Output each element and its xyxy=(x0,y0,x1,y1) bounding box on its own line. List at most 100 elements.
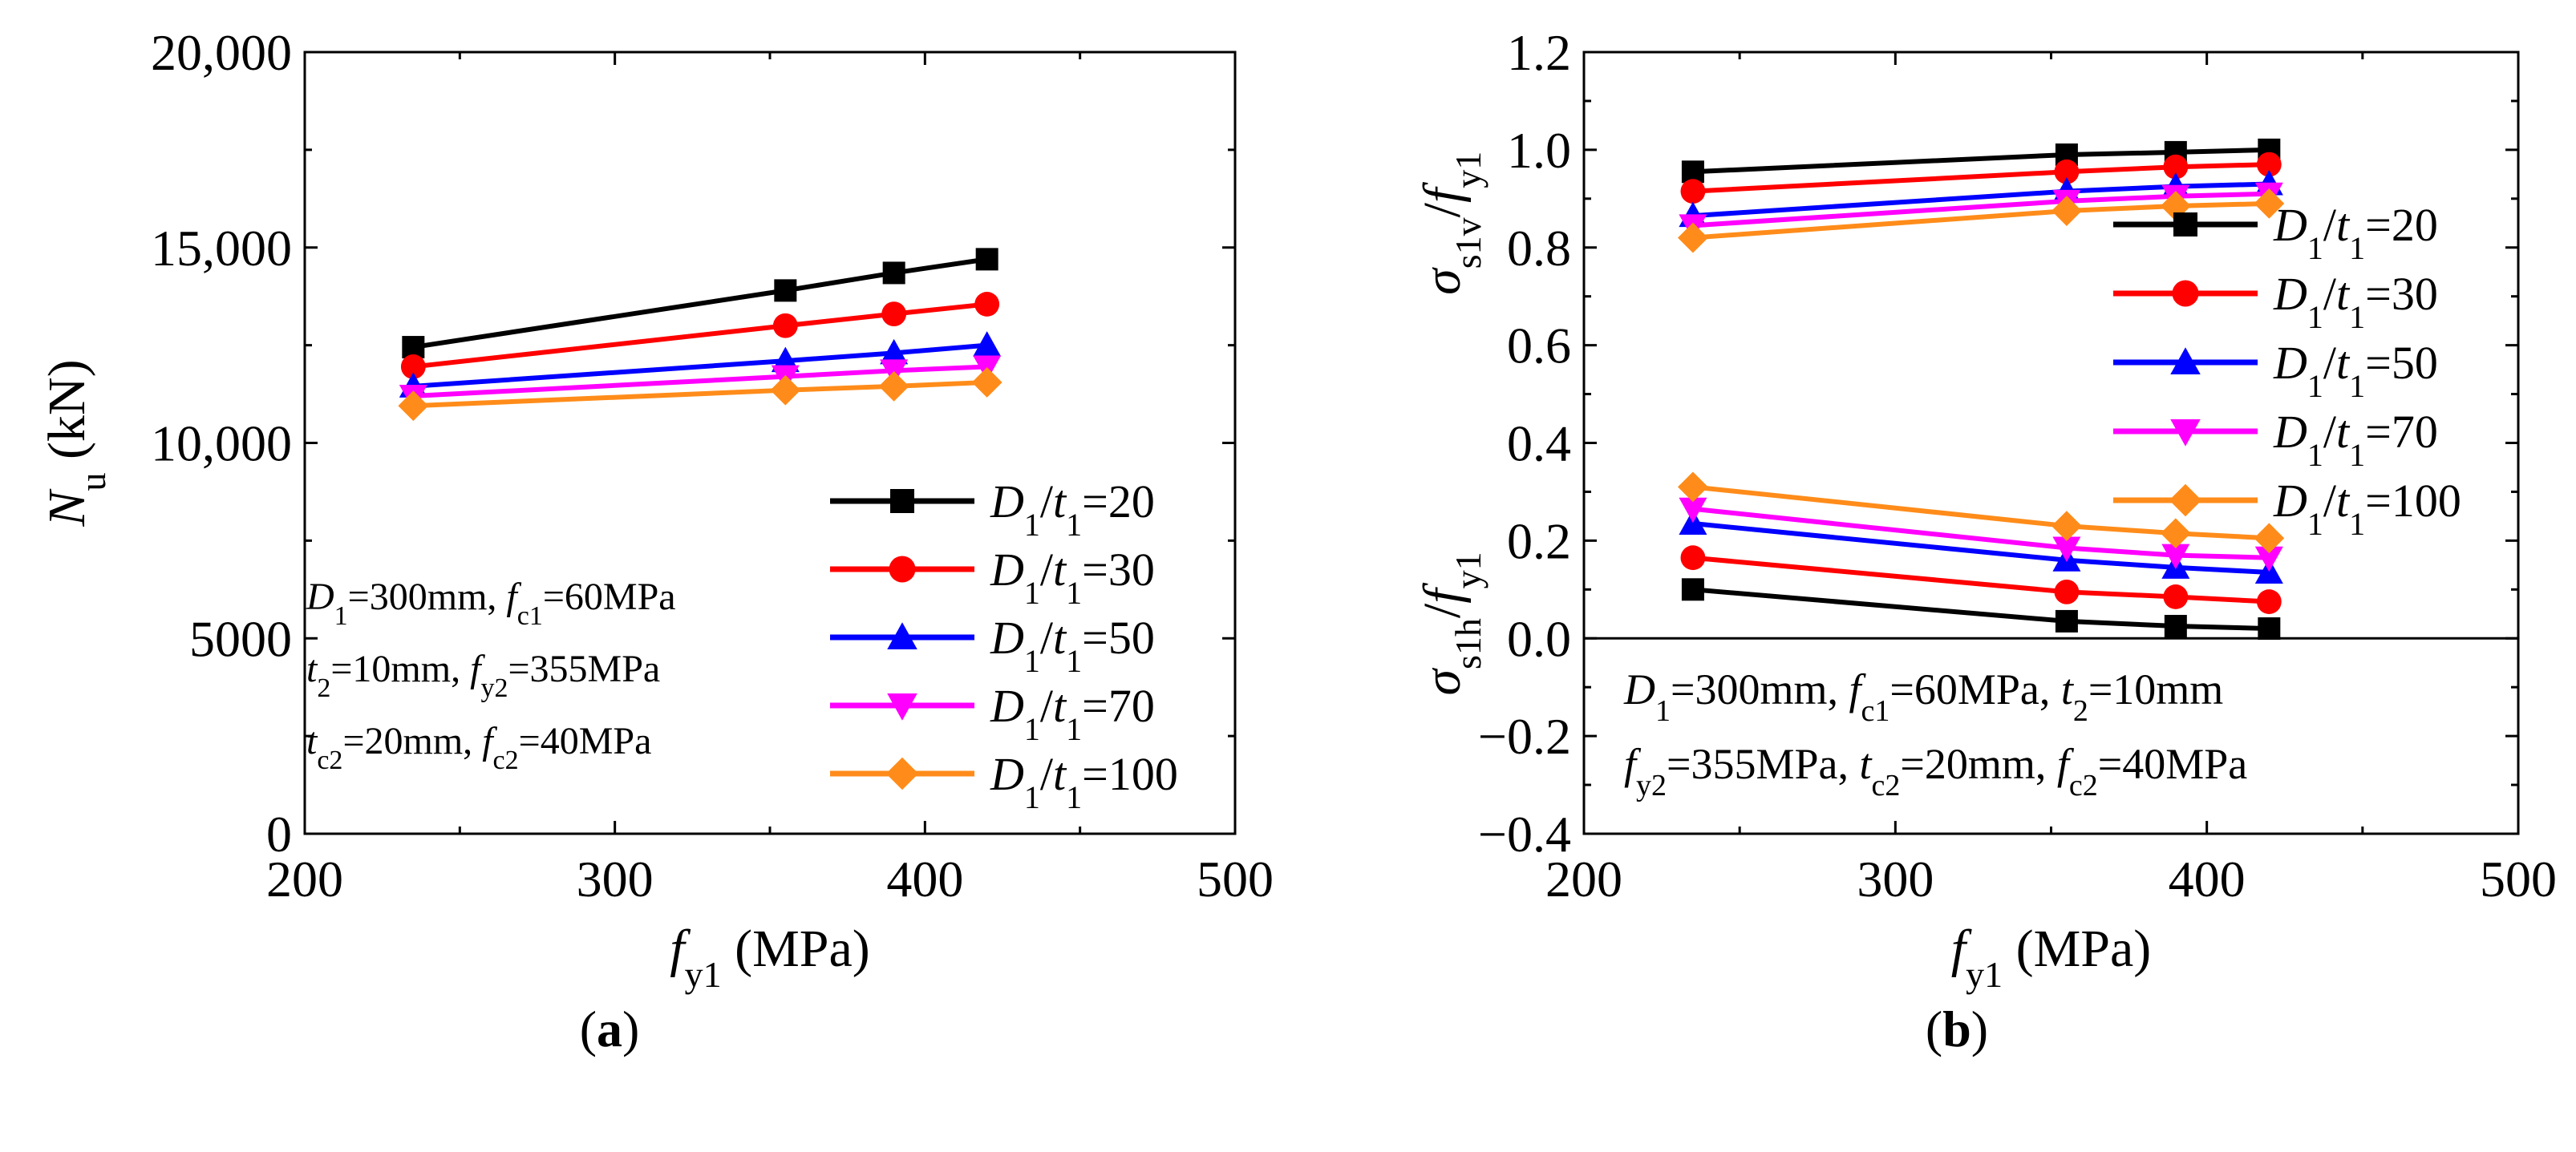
series-line-hoop xyxy=(1692,555,2270,604)
series-0 xyxy=(402,248,998,359)
data-point-hoop xyxy=(2164,615,2187,638)
series-1 xyxy=(400,292,1000,379)
series-line-vertical xyxy=(1692,181,2270,219)
legend-entry-0: D1/t1=20 xyxy=(2113,199,2438,266)
series-line-hoop xyxy=(1692,506,2270,560)
y-tick-label: −0.2 xyxy=(1478,708,1571,765)
legend-label-0: D1/t1=20 xyxy=(990,475,1155,543)
data-point xyxy=(974,292,1000,317)
data-point-vertical xyxy=(1678,222,1708,253)
data-point-vertical xyxy=(2254,188,2285,219)
legend-entry-4: D1/t1=100 xyxy=(2113,475,2461,542)
x-tick-label: 400 xyxy=(886,851,963,907)
data-point-hoop xyxy=(2160,518,2191,549)
series-line-vertical xyxy=(1692,200,2270,241)
data-point xyxy=(882,261,905,285)
series-line xyxy=(413,364,987,398)
legend-marker-0 xyxy=(2173,212,2197,236)
x-tick-label: 300 xyxy=(577,851,654,907)
x-tick-label: 300 xyxy=(1857,851,1934,907)
panel-label: (a) xyxy=(580,1000,640,1057)
legend-entry-2: D1/t1=50 xyxy=(2113,337,2438,404)
annotation: D1=300mm, fc1=60MPa t2=10mm, fy2=355MPa tc… xyxy=(306,576,676,775)
y-tick-label: 20,000 xyxy=(151,24,292,81)
series-line-vertical xyxy=(1692,147,2270,175)
annotation-line: t2=10mm, fy2=355MPa xyxy=(306,648,660,703)
legend-marker-2 xyxy=(2170,347,2201,374)
data-point xyxy=(971,367,1002,398)
data-point xyxy=(770,374,801,406)
legend-entry-2: D1/t1=50 xyxy=(830,612,1155,679)
series-line-vertical xyxy=(1692,191,2270,228)
legend-marker-3 xyxy=(2170,419,2201,447)
y-tick-label: 1.2 xyxy=(1507,24,1571,81)
data-point-hoop xyxy=(2256,589,2282,614)
legend-label-3: D1/t1=70 xyxy=(990,680,1155,747)
data-point-vertical xyxy=(2256,152,2282,177)
data-point xyxy=(878,370,909,402)
data-point xyxy=(973,331,1002,357)
x-tick-label: 200 xyxy=(266,851,343,907)
data-point xyxy=(881,301,907,327)
legend-entry-1: D1/t1=30 xyxy=(2113,268,2438,335)
y-tick-label: 0 xyxy=(266,806,292,863)
legend-label-2: D1/t1=50 xyxy=(2273,337,2438,404)
annotation-line: tc2=20mm, fc2=40MPa xyxy=(306,720,651,775)
y-tick-label: 15,000 xyxy=(151,220,292,277)
legend-marker-3 xyxy=(887,693,917,721)
data-point-vertical xyxy=(2054,159,2080,184)
legend-marker-2 xyxy=(887,622,917,649)
series-line-hoop xyxy=(1692,587,2270,632)
data-point xyxy=(398,390,429,422)
data-point-hoop xyxy=(2258,617,2281,641)
x-tick-label: 400 xyxy=(2169,851,2246,907)
series-line-vertical xyxy=(1692,162,2270,194)
legend: D1/t1=20D1/t1=30D1/t1=50D1/t1=70D1/t1=10… xyxy=(830,475,1178,815)
annotation-line: fy2=355MPa, tc2=20mm, fc2=40MPa xyxy=(1624,740,2247,802)
legend-entry-3: D1/t1=70 xyxy=(2113,406,2438,473)
legend-label-4: D1/t1=100 xyxy=(2273,475,2461,542)
y-tick-label: 0.0 xyxy=(1507,610,1571,667)
legend-marker-1 xyxy=(889,556,916,583)
data-point-hoop xyxy=(2051,511,2082,541)
data-point xyxy=(772,313,798,338)
data-point-vertical xyxy=(2163,154,2189,180)
legend-label-4: D1/t1=100 xyxy=(990,748,1178,815)
data-point-hoop xyxy=(2161,544,2190,570)
x-axis-title: fy1 (MPa) xyxy=(1951,920,2152,995)
legend-entry-1: D1/t1=30 xyxy=(830,544,1155,611)
data-point-hoop xyxy=(1680,545,1706,571)
legend-label-1: D1/t1=30 xyxy=(2273,268,2438,335)
data-point-hoop xyxy=(2055,609,2078,633)
y-tick-label: 0.4 xyxy=(1507,415,1571,472)
y-tick-label: 5000 xyxy=(189,610,292,667)
legend-label-2: D1/t1=50 xyxy=(990,612,1155,679)
x-axis-title: fy1 (MPa) xyxy=(670,920,870,995)
y-tick-label: 1.0 xyxy=(1507,122,1571,179)
data-point-hoop xyxy=(2254,546,2283,572)
y-tick-label: 0.2 xyxy=(1507,512,1571,569)
y-tick-label: 0.8 xyxy=(1507,220,1571,277)
data-point xyxy=(880,338,909,365)
series-line xyxy=(413,379,987,409)
data-point-hoop xyxy=(1679,497,1707,523)
legend-label-3: D1/t1=70 xyxy=(2273,406,2438,473)
legend-entry-4: D1/t1=100 xyxy=(830,748,1178,815)
data-point-vertical xyxy=(1680,179,1706,204)
legend-marker-4 xyxy=(885,757,919,790)
data-point-vertical xyxy=(2160,191,2191,221)
y-tick-label: 10,000 xyxy=(151,415,292,472)
data-point xyxy=(975,248,998,271)
data-point-hoop xyxy=(1678,471,1708,503)
y-axis-title-hoop-stress: σs1h/fy1 xyxy=(1413,552,1488,695)
y-axis-title-vertical-stress: σs1v/fy1 xyxy=(1413,152,1488,295)
legend-entry-0: D1/t1=20 xyxy=(830,475,1155,543)
series-1 xyxy=(1680,152,2282,614)
annotation-line: D1=300mm, fc1=60MPa, t2=10mm xyxy=(1623,665,2223,728)
data-point-hoop xyxy=(1681,578,1704,601)
panel-b: 200 300 400 500 −0.4 −0.2 0.0 0.2 0.4 0.6 0.8 1.0 1.… xyxy=(1413,24,2557,1057)
y-tick-label: 0.6 xyxy=(1507,317,1571,374)
y-tick-label: −0.4 xyxy=(1478,806,1571,863)
legend-marker-1 xyxy=(2172,280,2199,307)
